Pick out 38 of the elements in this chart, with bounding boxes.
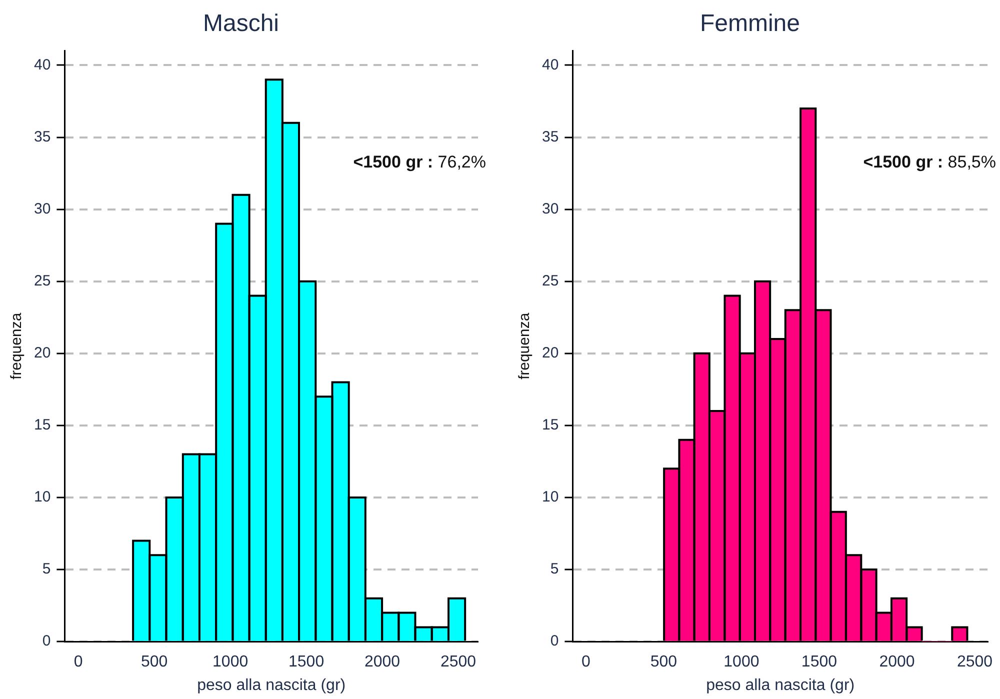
x-tick-label: 0: [581, 654, 590, 671]
x-tick-label: 2000: [364, 654, 400, 671]
y-tick-label: 25: [34, 272, 51, 290]
y-axis-title: frequenza: [8, 312, 26, 380]
y-tick-label: 30: [542, 200, 559, 218]
y-tick-label: 10: [34, 488, 51, 506]
y-tick-label: 35: [542, 128, 559, 146]
x-tick-label: 1000: [212, 654, 248, 671]
y-tick-label: 0: [42, 632, 51, 650]
y-tick-label: 30: [34, 200, 51, 218]
x-tick-label: 2000: [879, 654, 915, 671]
x-tick-label: 1500: [801, 654, 838, 671]
y-tick-label: 0: [550, 632, 559, 650]
x-axis-title: peso alla nascita (gr): [706, 676, 855, 694]
annotation: <1500 gr : 85,5%: [863, 152, 996, 172]
annotation: <1500 gr : 76,2%: [353, 152, 486, 172]
chart-title: Femmine: [700, 10, 800, 38]
y-tick-label: 20: [34, 344, 51, 362]
y-tick-label: 15: [34, 416, 51, 434]
y-tick-label: 10: [542, 488, 559, 506]
y-axis-title: frequenza: [516, 312, 534, 380]
x-tick-label: 1000: [724, 654, 760, 671]
y-tick-label: 15: [542, 416, 559, 434]
y-tick-label: 35: [34, 128, 51, 146]
chart-title: Maschi: [202, 10, 280, 38]
y-tick-label: 20: [542, 344, 559, 362]
y-tick-label: 5: [550, 560, 559, 578]
x-tick-label: 500: [650, 654, 678, 671]
x-tick-label: 500: [140, 654, 168, 671]
x-tick-label: 2500: [956, 654, 993, 671]
y-tick-label: 25: [542, 272, 559, 290]
y-tick-label: 40: [542, 56, 559, 74]
x-tick-label: 1500: [288, 654, 324, 671]
x-tick-label: 0: [74, 654, 83, 671]
y-tick-label: 5: [42, 560, 51, 578]
y-tick-label: 40: [34, 56, 51, 74]
x-tick-label: 2500: [440, 654, 476, 671]
x-axis-title: peso alla nascita (gr): [197, 676, 346, 694]
